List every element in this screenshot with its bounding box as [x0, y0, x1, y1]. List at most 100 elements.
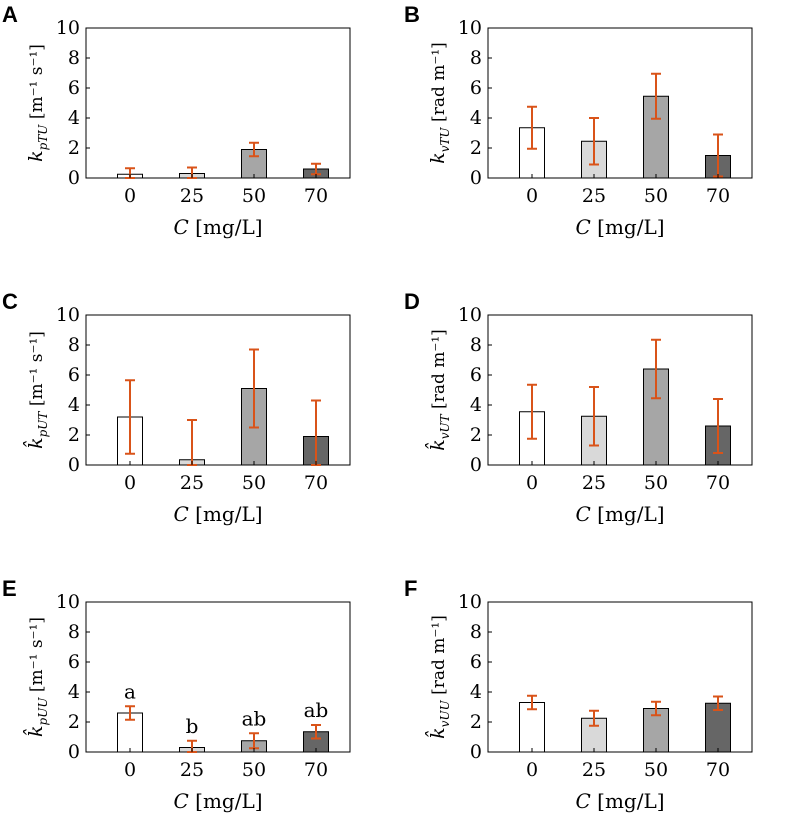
panel-a: A 0 2 4 6 8 10 0 25 50 70 C [mg/L] kpTU [m⁻¹ s⁻¹] [2, 2, 351, 239]
y-tick-label: 2 [470, 711, 482, 733]
y-tick-label: 8 [470, 334, 482, 356]
bar-25 [581, 717, 607, 753]
y-tick-label: 8 [68, 47, 80, 69]
error-bar-25 [589, 117, 599, 166]
error-bar-25 [589, 386, 599, 447]
panel-d: D 0 2 4 6 8 10 0 25 50 70 C [mg/L] k̂vUT [rad m⁻¹] [404, 289, 753, 526]
x-tick-label: 70 [706, 185, 730, 207]
x-tick-label: 50 [242, 185, 266, 207]
panel-letter: B [404, 2, 420, 27]
y-tick-label: 0 [68, 454, 80, 476]
y-tick-label: 0 [68, 167, 80, 189]
error-bar-25 [187, 419, 197, 466]
significance-letter: ab [304, 698, 329, 722]
error-bar-50 [651, 338, 661, 400]
panel-b: B 0 2 4 6 8 10 0 25 50 70 C [mg/L] kvTU [rad m⁻¹] [404, 2, 753, 239]
y-tick-label: 2 [470, 424, 482, 446]
x-axis-label: C [mg/L] [575, 215, 664, 239]
x-tick-label: 25 [180, 472, 204, 494]
y-tick-label: 8 [68, 334, 80, 356]
significance-letter: ab [242, 706, 267, 730]
plot-frame [487, 314, 753, 466]
y-axis-label: kpTU [m⁻¹ s⁻¹] [25, 44, 50, 162]
error-bar-0 [527, 383, 537, 440]
y-axis-label: k̂pUT [m⁻¹ s⁻¹] [22, 331, 50, 449]
x-tick-label: 70 [706, 472, 730, 494]
x-tick-label: 0 [526, 185, 538, 207]
x-tick-label: 0 [526, 472, 538, 494]
bar-0 [519, 702, 545, 753]
y-tick-label: 10 [56, 304, 80, 326]
x-tick-label: 70 [304, 472, 328, 494]
y-tick-label: 10 [458, 304, 482, 326]
y-tick-label: 6 [470, 77, 482, 99]
y-tick-label: 8 [470, 47, 482, 69]
panel-letter: E [2, 576, 17, 601]
y-axis-label: k̂vUU [rad m⁻¹] [424, 615, 452, 739]
x-tick-label: 50 [242, 472, 266, 494]
y-tick-label: 2 [68, 137, 80, 159]
x-axis-label: C [mg/L] [575, 789, 664, 813]
y-tick-label: 4 [470, 107, 482, 129]
y-tick-label: 4 [68, 681, 80, 703]
panel-letter: A [2, 2, 18, 27]
y-tick-label: 4 [470, 394, 482, 416]
plot-frame [85, 314, 351, 466]
y-axis-label: k̂pUU [m⁻¹ s⁻¹] [22, 617, 50, 737]
significance-letter: b [186, 714, 199, 738]
x-tick-label: 50 [242, 759, 266, 781]
x-tick-label: 0 [124, 472, 136, 494]
error-bar-0 [125, 379, 135, 455]
y-tick-label: 2 [470, 137, 482, 159]
y-tick-label: 10 [458, 17, 482, 39]
significance-letter: a [124, 679, 136, 703]
x-tick-label: 50 [644, 472, 668, 494]
y-tick-label: 4 [470, 681, 482, 703]
y-axis-label: kvTU [rad m⁻¹] [427, 42, 452, 164]
error-bar-0 [527, 105, 537, 150]
error-bar-50 [651, 700, 661, 717]
x-axis-label: C [mg/L] [173, 215, 262, 239]
y-tick-label: 4 [68, 394, 80, 416]
plot-frame [487, 601, 753, 753]
x-tick-label: 50 [644, 185, 668, 207]
x-tick-label: 25 [582, 185, 606, 207]
y-tick-label: 4 [68, 107, 80, 129]
x-tick-label: 0 [526, 759, 538, 781]
plot-frame [85, 27, 351, 179]
plot-frame [85, 601, 351, 753]
error-bar-70 [311, 724, 321, 740]
x-axis-label: C [mg/L] [173, 502, 262, 526]
panel-e: E 0 2 4 6 8 10 0 a 25 b 50 ab 70 ab C [mg/L] k̂pUU [m⁻¹ … [2, 576, 351, 813]
y-tick-label: 0 [470, 741, 482, 763]
y-tick-label: 2 [68, 711, 80, 733]
panel-c: C 0 2 4 6 8 10 0 25 50 70 C [mg/L] k̂pUT [m⁻¹ s⁻¹] [2, 289, 351, 526]
panel-letter: F [404, 576, 417, 601]
error-bar-0 [125, 705, 135, 721]
y-tick-label: 10 [458, 591, 482, 613]
x-tick-label: 70 [706, 759, 730, 781]
y-tick-label: 8 [470, 621, 482, 643]
y-tick-label: 6 [68, 364, 80, 386]
x-tick-label: 25 [582, 472, 606, 494]
y-tick-label: 10 [56, 591, 80, 613]
y-tick-label: 0 [470, 167, 482, 189]
error-bar-25 [589, 709, 599, 727]
panel-f: F 0 2 4 6 8 10 0 25 50 70 C [mg/L] k̂vUU [rad m⁻¹] [404, 576, 753, 813]
x-tick-label: 25 [180, 759, 204, 781]
error-bar-50 [249, 141, 259, 158]
y-tick-label: 6 [470, 364, 482, 386]
y-tick-label: 8 [68, 621, 80, 643]
y-axis-label: k̂vUT [rad m⁻¹] [424, 329, 452, 451]
y-tick-label: 6 [68, 77, 80, 99]
error-bar-50 [249, 348, 259, 429]
y-tick-label: 2 [68, 424, 80, 446]
error-bar-0 [527, 694, 537, 711]
x-axis-label: C [mg/L] [575, 502, 664, 526]
y-tick-label: 6 [68, 651, 80, 673]
x-tick-label: 25 [582, 759, 606, 781]
plot-frame [487, 27, 753, 179]
error-bar-70 [713, 695, 723, 711]
x-tick-label: 70 [304, 185, 328, 207]
